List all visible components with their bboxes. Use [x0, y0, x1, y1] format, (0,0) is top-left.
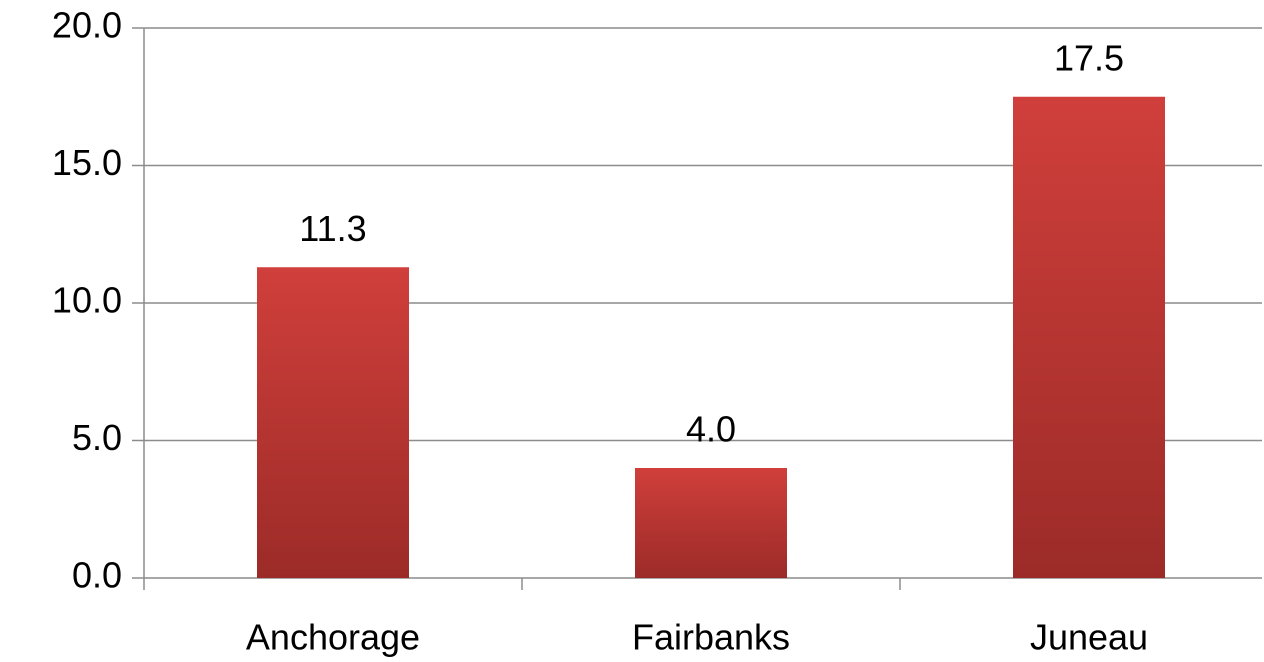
- x-tick-label: Anchorage: [246, 617, 420, 658]
- y-tick-label: 5.0: [72, 417, 122, 458]
- value-label: 4.0: [686, 409, 736, 450]
- y-tick-label: 0.0: [72, 555, 122, 596]
- x-tick-label: Juneau: [1030, 617, 1148, 658]
- y-tick-label: 20.0: [52, 5, 122, 46]
- value-label: 11.3: [299, 208, 366, 249]
- x-tick-label: Fairbanks: [632, 617, 790, 658]
- bar: [1013, 96, 1165, 578]
- y-tick-label: 15.0: [52, 142, 122, 183]
- y-tick-label: 10.0: [52, 280, 122, 321]
- value-label: 17.5: [1054, 37, 1124, 78]
- bar: [257, 267, 409, 578]
- bar: [635, 468, 787, 578]
